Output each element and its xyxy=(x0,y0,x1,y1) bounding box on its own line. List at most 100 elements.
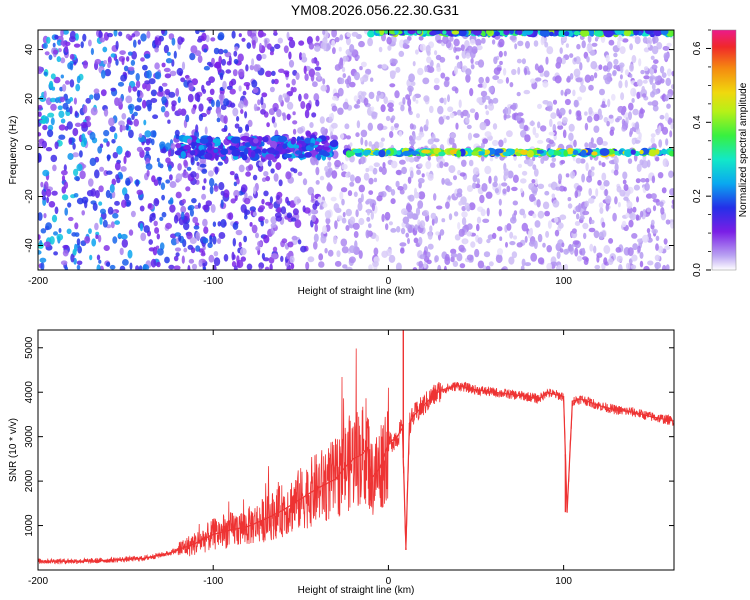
snr-y-tick-label: 2000 xyxy=(24,470,35,493)
heatmap-signal-cell xyxy=(535,149,544,154)
heatmap-cell xyxy=(563,186,567,192)
heatmap-cell xyxy=(136,146,143,152)
heatmap-cell xyxy=(458,201,463,206)
heatmap-cell xyxy=(611,93,616,101)
heatmap-cell xyxy=(100,89,107,97)
heatmap-cell xyxy=(143,119,147,126)
heatmap-cell xyxy=(99,216,103,225)
heatmap-cell xyxy=(537,210,545,219)
heatmap-cell xyxy=(523,89,531,95)
heatmap-cell xyxy=(136,89,141,98)
heatmap-cell xyxy=(125,177,131,186)
heatmap-cell xyxy=(314,66,322,71)
heatmap-cell xyxy=(199,163,207,168)
heatmap-cell xyxy=(313,93,320,102)
heatmap-cell xyxy=(275,162,282,171)
heatmap-signal-cell xyxy=(614,150,619,156)
heatmap-cell xyxy=(402,183,408,191)
heatmap-signal-cell xyxy=(191,141,196,149)
heatmap-cell xyxy=(536,139,544,144)
heatmap-signal-cell xyxy=(198,144,205,151)
heatmap-cell xyxy=(60,74,64,79)
heatmap-cell xyxy=(605,203,609,212)
heatmap-cell xyxy=(402,97,406,105)
heatmap-cell xyxy=(110,87,116,92)
heatmap-cell xyxy=(144,146,151,152)
heatmap-cell xyxy=(63,164,67,172)
heatmap-cell xyxy=(652,36,656,45)
heatmap-cell xyxy=(180,77,186,83)
spectrogram-y-tick-label: -40 xyxy=(24,238,35,253)
heatmap-cell xyxy=(585,257,589,263)
heatmap-cell xyxy=(598,160,602,166)
heatmap-cell xyxy=(381,250,389,258)
heatmap-cell xyxy=(639,251,644,259)
heatmap-cell xyxy=(233,58,239,65)
heatmap-cell xyxy=(498,50,503,58)
heatmap-cell xyxy=(261,198,265,205)
heatmap-cell xyxy=(304,73,309,81)
heatmap-cell xyxy=(537,233,543,243)
heatmap-cell xyxy=(320,42,326,50)
heatmap-cell xyxy=(237,53,244,62)
heatmap-cell xyxy=(577,96,583,101)
heatmap-cell xyxy=(93,92,101,101)
heatmap-cell xyxy=(203,65,210,71)
heatmap-cell xyxy=(169,181,177,188)
heatmap-cell xyxy=(506,130,513,138)
heatmap-cell xyxy=(322,225,327,235)
heatmap-cell xyxy=(121,58,125,66)
heatmap-cell xyxy=(389,83,396,88)
heatmap-cell xyxy=(209,88,215,96)
heatmap-cell xyxy=(651,45,659,55)
heatmap-cell xyxy=(584,122,589,131)
heatmap-signal-cell xyxy=(231,149,240,157)
heatmap-cell xyxy=(644,182,650,191)
heatmap-cell xyxy=(417,67,424,76)
heatmap-cell xyxy=(201,84,205,92)
heatmap-signal-cell xyxy=(526,149,534,158)
heatmap-cell xyxy=(469,38,476,45)
heatmap-cell xyxy=(333,235,338,245)
heatmap-cell xyxy=(615,118,620,123)
heatmap-cell xyxy=(520,130,527,138)
heatmap-cell xyxy=(152,246,158,256)
snr-data-point xyxy=(366,447,368,449)
heatmap-cell xyxy=(48,80,54,89)
heatmap-cell xyxy=(616,255,623,263)
heatmap-cell xyxy=(218,182,225,191)
heatmap-cell xyxy=(474,183,481,189)
heatmap-cell xyxy=(588,227,596,233)
heatmap-cell xyxy=(181,255,185,264)
heatmap-cell xyxy=(492,75,500,81)
heatmap-cell xyxy=(126,56,130,62)
heatmap-cell xyxy=(537,257,545,265)
heatmap-signal-cell xyxy=(269,140,278,149)
heatmap-cell xyxy=(107,62,111,69)
heatmap-cell xyxy=(248,164,254,171)
heatmap-cell xyxy=(405,203,413,213)
heatmap-cell xyxy=(341,66,346,73)
heatmap-cell xyxy=(427,243,434,250)
heatmap-cell xyxy=(372,167,378,175)
heatmap-cell xyxy=(427,155,431,161)
heatmap-cell xyxy=(586,175,593,183)
heatmap-cell xyxy=(177,108,182,114)
heatmap-cell xyxy=(70,253,75,263)
heatmap-signal-cell xyxy=(379,30,385,36)
heatmap-cell xyxy=(218,93,225,101)
heatmap-cell xyxy=(118,233,122,238)
heatmap-cell xyxy=(217,48,224,55)
heatmap-cell xyxy=(339,77,345,85)
heatmap-cell xyxy=(69,53,75,60)
heatmap-cell xyxy=(550,162,556,168)
heatmap-cell xyxy=(628,111,632,121)
heatmap-cell xyxy=(629,73,633,78)
heatmap-cell xyxy=(133,118,139,127)
heatmap-cell xyxy=(620,108,626,116)
heatmap-cell xyxy=(419,220,426,229)
heatmap-cell xyxy=(295,72,300,80)
heatmap-cell xyxy=(353,71,360,81)
heatmap-cell xyxy=(548,139,554,145)
heatmap-cell xyxy=(651,64,658,70)
